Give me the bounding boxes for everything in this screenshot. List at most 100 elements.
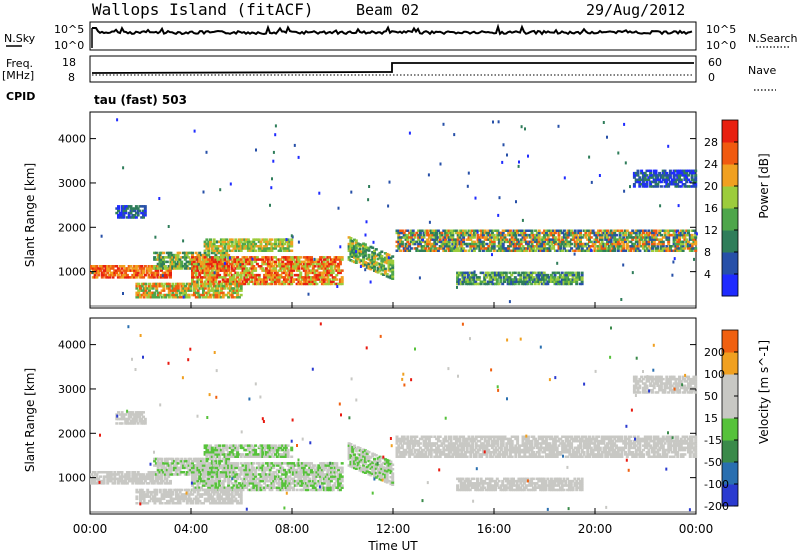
heatmap-cell [288,280,292,283]
heatmap-cell [223,269,227,272]
heatmap-cell [426,231,430,235]
heatmap-cell [465,271,469,275]
heatmap-cell [606,240,609,244]
heatmap-cell [304,482,308,485]
heatmap-cell [145,473,149,476]
heatmap-cell [263,466,267,470]
heatmap-cell [131,475,135,478]
heatmap-cell [234,278,238,281]
heatmap-cell [252,482,256,485]
heatmap-cell [210,242,214,246]
heatmap-cell [573,280,577,283]
heatmap-cell [266,273,270,277]
heatmap-cell [304,256,308,259]
heatmap-cell [660,249,663,252]
heatmap-cell [196,276,200,279]
heatmap-cell [252,245,256,248]
heatmap-cell [274,262,277,266]
heatmap-cell [409,240,413,244]
heatmap-cell [146,293,150,297]
heatmap-cell [663,180,667,184]
heatmap-cell [660,229,663,232]
heatmap-cell [406,236,410,239]
heatmap-cell [270,238,274,241]
heatmap-cell [219,291,223,295]
colorbar-tick-label: 28 [704,136,718,149]
heatmap-cell [297,464,301,467]
heatmap-cell [281,282,285,286]
heatmap-cell [245,276,249,279]
heatmap-cell [548,278,552,281]
heatmap-cell [541,236,545,239]
heatmap-cell [120,211,124,215]
heatmap-cell [203,262,207,266]
heatmap-cell [295,282,299,286]
heatmap-cell [152,271,156,275]
heatmap-cell [462,240,466,244]
heatmap-cell [580,247,584,250]
heatmap-cell [387,258,391,261]
heatmap-cell [555,238,559,241]
heatmap-cell [400,236,404,239]
heatmap-cell [467,249,471,252]
heatmap-cell [667,233,671,237]
heatmap-cell [200,260,203,264]
heatmap-cell [120,475,124,478]
heatmap-cell [643,176,647,179]
heatmap-cell [546,249,550,252]
heatmap-cell [151,284,155,288]
heatmap-cell [649,176,653,179]
heatmap-cell [397,231,401,235]
heatmap-cell [198,262,202,266]
heatmap-cell [109,271,113,275]
heatmap-cell [476,240,480,244]
heatmap-cell [650,180,654,184]
heatmap-cell [236,466,240,470]
heatmap-cell [167,287,171,290]
heatmap-cell [317,258,321,261]
heatmap-cell [134,205,138,208]
heatmap-cell [411,233,415,237]
heatmap-cell [397,236,401,239]
heatmap-cell [257,247,261,250]
heatmap-cell [304,473,308,476]
heatmap-cell [234,245,238,248]
heatmap-cell [207,271,211,275]
heatmap-cell [512,271,515,275]
heatmap-cell [465,242,469,246]
heatmap-cell [201,473,205,476]
heatmap-cell [201,276,205,279]
heatmap-cell [209,475,212,478]
heatmap-cell [649,247,653,250]
heatmap-cell [471,229,475,232]
heatmap-cell [562,242,566,246]
heatmap-cell [533,282,537,286]
heatmap-cell [519,280,523,283]
heatmap-cell [288,462,292,465]
heatmap-cell [577,271,580,275]
heatmap-cell [194,284,198,288]
heatmap-cell [250,242,254,246]
heatmap-cell [685,238,689,241]
heatmap-cell [191,258,194,261]
heatmap-cell [90,271,93,275]
heatmap-scatter-cell [368,185,371,188]
heatmap-cell [555,242,559,246]
heatmap-cell [259,282,263,286]
heatmap-cell [687,185,690,188]
cpid-label: CPID [6,90,35,103]
heatmap-cell [497,282,501,286]
heatmap-cell [209,278,212,281]
heatmap-cell [510,282,514,286]
heatmap-cell [212,260,216,264]
heatmap-cell [241,265,245,268]
heatmap-cell [571,280,575,283]
heatmap-cell [579,245,582,248]
heatmap-cell [221,486,225,489]
heatmap-scatter-cell [520,125,523,129]
heatmap-cell [690,169,694,173]
colorbar-segment [722,274,738,297]
heatmap-cell [135,291,139,295]
heatmap-cell [397,238,401,241]
heatmap-cell [540,273,544,277]
